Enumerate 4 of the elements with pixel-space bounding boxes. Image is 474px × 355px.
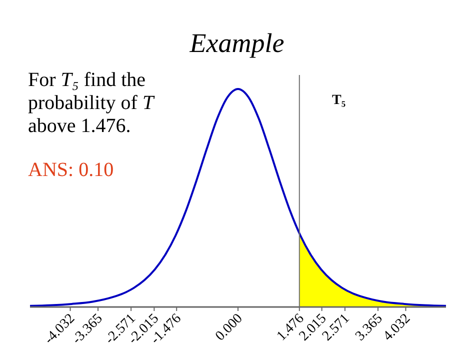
text: For T₅ find the probability of T above 1.476. <box>28 69 154 137</box>
chart-title: Example <box>188 28 284 58</box>
annotation: T₅ <box>332 93 346 108</box>
annotation: ANS: 0.10 <box>28 159 114 181</box>
